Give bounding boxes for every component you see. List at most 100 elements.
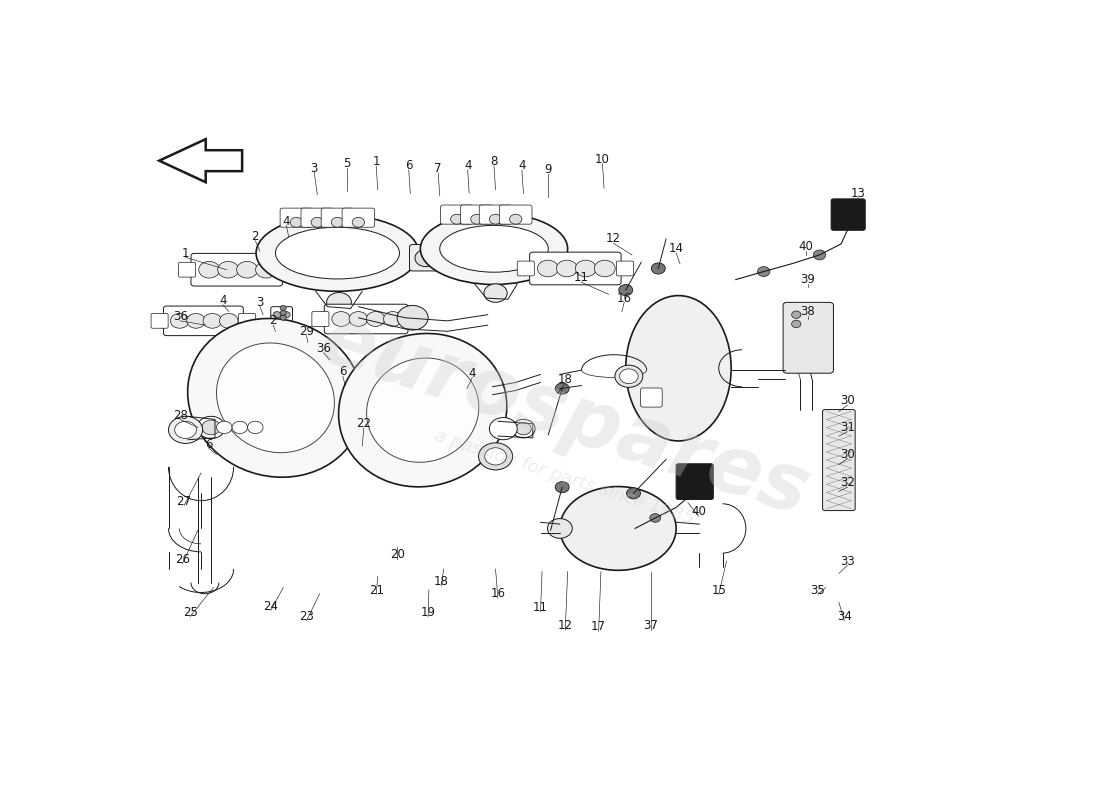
Text: 22: 22 [356,418,372,430]
Circle shape [509,214,521,224]
Circle shape [204,314,222,328]
FancyBboxPatch shape [461,205,493,224]
Ellipse shape [626,295,732,441]
FancyBboxPatch shape [409,245,443,271]
Ellipse shape [420,213,568,285]
Text: 12: 12 [606,233,620,246]
Circle shape [471,214,483,224]
Text: 20: 20 [389,549,405,562]
Circle shape [276,330,287,339]
Ellipse shape [440,226,548,272]
Circle shape [557,260,578,277]
Circle shape [255,262,276,278]
Text: 32: 32 [840,476,855,490]
Text: 2: 2 [270,314,277,327]
Text: 27: 27 [176,495,191,508]
Text: a passion for parts since 1985: a passion for parts since 1985 [431,427,696,529]
Circle shape [217,422,232,434]
Text: 25: 25 [183,606,198,618]
Circle shape [232,422,248,434]
Circle shape [384,312,403,326]
Circle shape [331,218,343,227]
Text: 13: 13 [850,187,866,200]
Circle shape [168,416,202,443]
Ellipse shape [256,215,419,291]
Text: 4: 4 [464,159,472,172]
FancyBboxPatch shape [280,208,312,227]
FancyBboxPatch shape [164,306,243,336]
Text: 40: 40 [691,506,706,518]
Text: 28: 28 [173,409,188,422]
Circle shape [619,285,632,295]
Circle shape [332,312,351,326]
Text: 3: 3 [310,162,318,175]
Circle shape [619,369,638,384]
Circle shape [478,443,513,470]
Text: 18: 18 [558,373,573,386]
FancyBboxPatch shape [517,261,535,276]
FancyBboxPatch shape [529,252,622,285]
FancyBboxPatch shape [676,464,713,499]
Text: 1: 1 [373,155,380,169]
Circle shape [276,321,287,330]
Text: 6: 6 [339,366,346,378]
Circle shape [556,482,569,493]
Text: 39: 39 [686,479,702,492]
Ellipse shape [188,318,363,478]
FancyBboxPatch shape [178,262,196,277]
Circle shape [175,422,197,438]
Circle shape [311,218,323,227]
Text: 4: 4 [469,366,476,380]
Circle shape [280,315,286,320]
Ellipse shape [560,486,676,570]
Text: 29: 29 [299,325,314,338]
Text: 36: 36 [173,310,188,323]
Text: 3: 3 [256,296,264,309]
Text: 19: 19 [420,606,436,618]
Text: 8: 8 [491,155,497,169]
Text: 4: 4 [283,214,290,227]
Text: 18: 18 [433,575,449,588]
Text: 38: 38 [801,305,815,318]
Text: 6: 6 [405,159,412,172]
Circle shape [197,416,226,438]
Text: 5: 5 [343,158,351,170]
Text: 15: 15 [712,583,726,597]
Text: 37: 37 [644,619,658,632]
Circle shape [280,310,286,315]
FancyBboxPatch shape [301,208,333,227]
Circle shape [397,306,428,330]
Circle shape [451,214,463,224]
Text: 34: 34 [837,610,851,623]
Circle shape [415,250,437,266]
Text: 24: 24 [263,599,278,613]
FancyBboxPatch shape [271,306,293,344]
Circle shape [248,422,263,434]
Text: 16: 16 [491,587,505,600]
FancyBboxPatch shape [783,302,834,373]
FancyBboxPatch shape [321,208,354,227]
Circle shape [627,488,640,499]
FancyBboxPatch shape [151,314,168,328]
Circle shape [575,260,596,277]
Circle shape [187,314,206,328]
Circle shape [485,448,506,465]
Circle shape [512,419,535,438]
Text: 17: 17 [591,621,606,634]
Ellipse shape [217,343,334,453]
Circle shape [280,306,286,310]
Circle shape [484,284,507,302]
Text: 16: 16 [617,291,631,305]
FancyBboxPatch shape [342,208,375,227]
Circle shape [650,514,661,522]
Circle shape [538,260,559,277]
Ellipse shape [275,227,399,279]
FancyBboxPatch shape [440,205,473,224]
Text: 23: 23 [299,610,314,623]
Circle shape [615,365,642,387]
Text: 35: 35 [811,583,825,597]
Text: 10: 10 [595,153,609,166]
Text: 4: 4 [219,294,227,307]
Circle shape [651,263,666,274]
Text: 7: 7 [434,162,442,175]
